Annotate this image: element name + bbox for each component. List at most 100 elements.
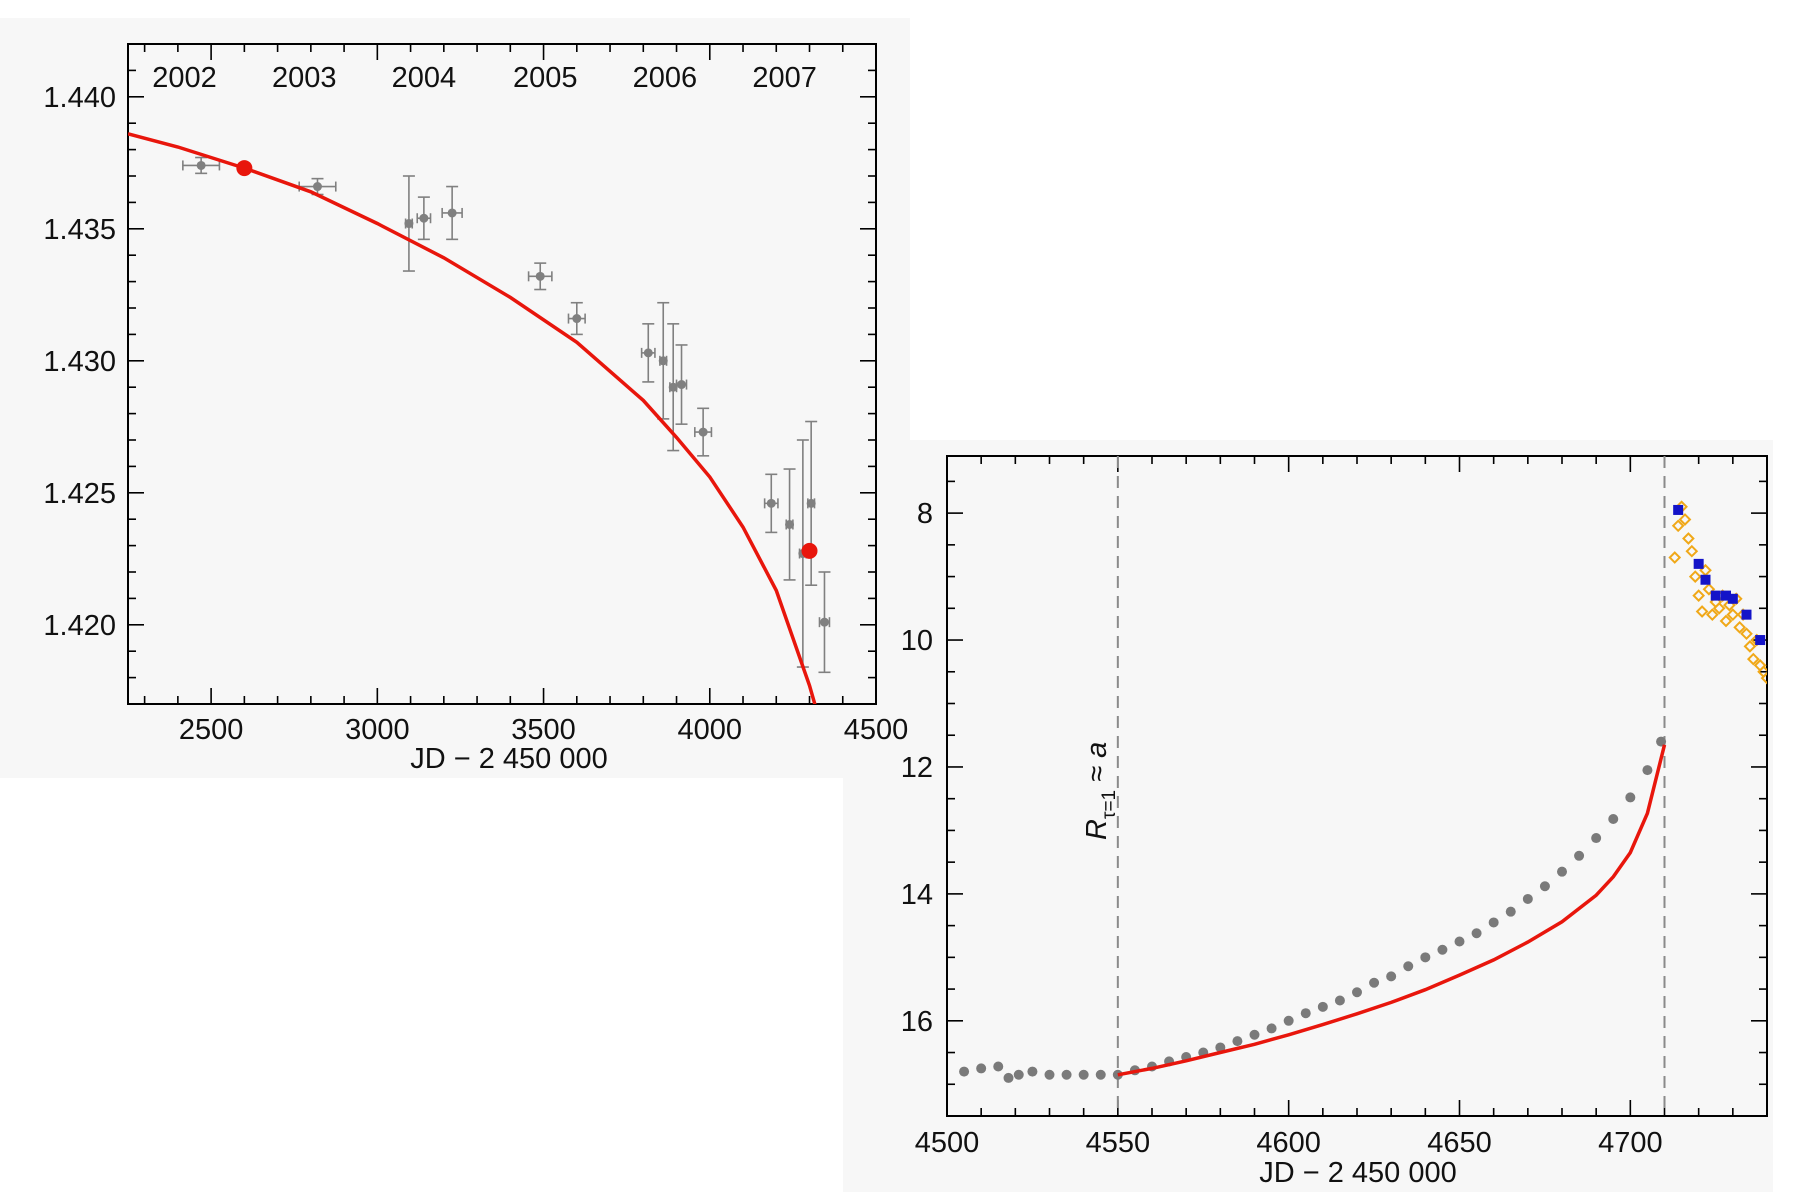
grey-data-point (1471, 928, 1482, 939)
orange-data-point (1705, 608, 1719, 622)
annotation-symbol: R (1081, 819, 1113, 840)
radius-annotation: Rτ=1 ≈ a (1081, 742, 1120, 840)
data-marks (959, 500, 1767, 1083)
grey-data-point (1625, 792, 1636, 803)
year-label: 2003 (272, 62, 337, 94)
x-tick-label: 4500 (844, 714, 909, 746)
reference-lines (1116, 456, 1666, 1116)
grey-data-point (1369, 977, 1380, 988)
data-point (819, 617, 829, 627)
data-point (658, 356, 668, 366)
x-axis-ticks: 4500 4550 4600 4650 4700 (915, 456, 1768, 1159)
data-point-with-errorbar (182, 156, 221, 175)
clipped-marks (959, 500, 1767, 1083)
grey-data-point (1283, 1015, 1294, 1026)
year-label: 2002 (152, 62, 217, 94)
orange-data-point (1695, 605, 1709, 618)
x-tick-label: 2500 (179, 714, 244, 746)
orange-data-point (1668, 551, 1682, 564)
grey-data-point (1522, 893, 1533, 904)
grey-data-point (1078, 1069, 1089, 1080)
grey-data-point (1403, 961, 1414, 972)
orange-data-point (1760, 671, 1767, 685)
grey-data-point (1608, 814, 1619, 824)
orange-data-point (1712, 601, 1726, 615)
grey-data-point (1095, 1069, 1106, 1080)
grey-data-point (1266, 1023, 1277, 1034)
x-tick-label: 4500 (915, 1127, 980, 1159)
data-point-with-errorbar (667, 323, 680, 452)
y-tick-label: 1.435 (43, 214, 116, 246)
data-point (785, 519, 795, 529)
data-point-with-errorbar (402, 175, 415, 272)
data-point (677, 380, 687, 390)
grey-data-point (1232, 1036, 1243, 1047)
grey-data-point (1557, 866, 1567, 877)
y-axis-ticks: 8 10 12 14 16 (901, 480, 1767, 1117)
plot-frame (127, 43, 877, 705)
grey-data-point (1061, 1069, 1072, 1080)
annotation-suffix: ≈ a (1081, 742, 1113, 790)
data-point-with-errorbar (567, 301, 586, 336)
grey-data-point (1300, 1008, 1311, 1019)
x-tick-label: 4600 (1256, 1127, 1321, 1159)
orange-data-point (1743, 640, 1757, 653)
highlight-point (801, 542, 818, 559)
y-tick-label: 1.420 (43, 610, 116, 642)
grey-data-point (976, 1063, 987, 1074)
blue-data-point (1673, 504, 1684, 515)
x-tick-label: 4000 (678, 714, 743, 746)
grey-data-point (1352, 987, 1362, 998)
y-tick-label: 12 (901, 752, 933, 784)
annotation-label: Rτ=1 ≈ a (1081, 742, 1120, 840)
orange-data-point (1688, 570, 1702, 583)
y-axis-ticks: 1.440 1.435 1.430 1.425 1.420 (43, 69, 876, 679)
data-point (806, 498, 816, 508)
y-tick-label: 16 (901, 1006, 933, 1038)
orange-data-point (1671, 519, 1685, 533)
blue-data-point (1741, 609, 1752, 620)
blue-data-point (1700, 574, 1711, 585)
data-point (668, 382, 678, 392)
orange-data-point (1746, 652, 1760, 666)
x-axis-ticks: 2500 3000 3500 4000 4500 (143, 44, 909, 746)
y-tick-label: 8 (917, 498, 933, 530)
data-point (419, 213, 429, 223)
data-point (404, 219, 414, 229)
data-point-with-errorbar (640, 323, 656, 383)
data-point-with-errorbar (657, 301, 670, 420)
data-point-with-errorbar (805, 420, 818, 587)
data-point-with-errorbar (783, 468, 796, 581)
chart-period-vs-time: 2500 3000 3500 4000 4500 1.440 1.435 1.430 1.42… (43, 43, 909, 775)
grey-data-point (1454, 936, 1465, 947)
x-tick-label: 4700 (1598, 1127, 1663, 1159)
grey-data-point (1386, 971, 1397, 982)
fit-curve (128, 132, 817, 704)
x-tick-label: 3000 (345, 714, 410, 746)
grey-data-point (1027, 1066, 1038, 1077)
blue-data-point (1727, 593, 1738, 604)
plot-frame (946, 455, 1768, 1117)
grey-data-point (1437, 944, 1448, 955)
data-point-with-errorbar (416, 196, 432, 241)
orange-data-point (1678, 513, 1692, 526)
data-point (766, 498, 776, 508)
grey-data-point (1317, 1001, 1328, 1012)
highlight-point (236, 160, 253, 177)
grey-data-point (1334, 995, 1345, 1006)
fit-curve (1117, 744, 1667, 1077)
x-tick-label: 4650 (1427, 1127, 1492, 1159)
year-labels: 2002 2003 2004 2005 2006 2007 (152, 62, 817, 94)
data-point-with-errorbar (675, 344, 688, 425)
grey-data-point (1656, 736, 1667, 747)
y-tick-label: 10 (901, 625, 933, 657)
orange-data-point (1685, 544, 1699, 558)
grey-data-point (1642, 765, 1653, 776)
grey-data-point (1013, 1069, 1024, 1080)
data-point (643, 348, 653, 358)
y-tick-label: 14 (901, 879, 933, 911)
orange-data-point (1733, 620, 1747, 634)
data-point (698, 427, 708, 437)
